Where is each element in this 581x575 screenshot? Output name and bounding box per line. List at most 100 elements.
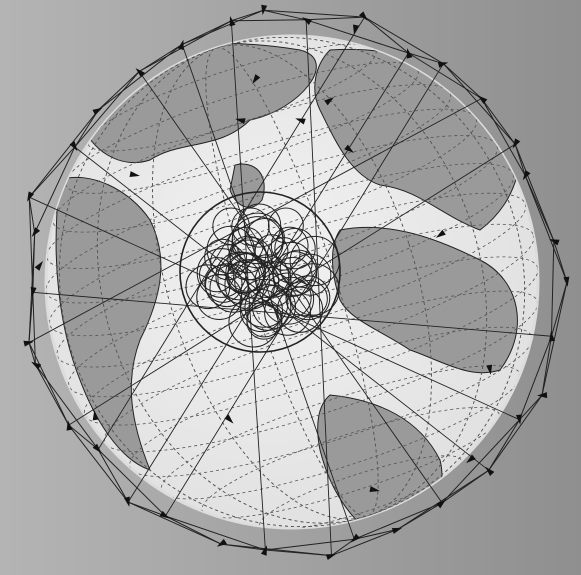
parallel <box>48 163 515 337</box>
satellite <box>216 538 227 547</box>
link <box>488 419 520 471</box>
satellite <box>406 48 413 59</box>
parallel <box>87 43 377 152</box>
plane-track <box>181 44 355 540</box>
link <box>305 19 409 54</box>
satellite <box>477 95 488 104</box>
beam <box>290 279 328 318</box>
satellite <box>66 420 73 431</box>
satellite <box>301 17 312 25</box>
plane-track <box>32 291 552 337</box>
link <box>408 52 482 99</box>
satellite <box>92 107 103 116</box>
beam <box>270 226 309 265</box>
satellite <box>295 118 306 125</box>
satellite <box>344 144 354 154</box>
link <box>28 342 36 365</box>
orbit-links <box>28 9 568 557</box>
land <box>229 163 265 208</box>
satellite <box>485 466 495 476</box>
plane-track <box>74 146 490 471</box>
link <box>97 449 129 503</box>
link <box>231 9 264 22</box>
beam <box>267 207 304 244</box>
satellite <box>437 61 449 68</box>
beam <box>289 235 340 287</box>
satellite <box>549 331 556 342</box>
satellite <box>31 361 42 370</box>
beam <box>244 284 292 331</box>
satellite <box>261 4 268 16</box>
satellite <box>27 191 35 202</box>
link <box>364 16 409 54</box>
satellite <box>563 276 570 287</box>
land-masses <box>55 42 521 528</box>
link <box>127 501 166 517</box>
beam <box>185 264 231 310</box>
link <box>550 240 555 337</box>
satellite <box>352 24 359 35</box>
meridian <box>152 44 432 520</box>
plane-track <box>68 143 516 426</box>
link <box>354 528 398 540</box>
link <box>68 424 99 450</box>
plane-track <box>127 52 409 503</box>
link <box>28 197 36 234</box>
satellite <box>252 74 261 85</box>
parallel <box>46 108 478 269</box>
satellite <box>34 260 43 271</box>
link <box>181 9 264 45</box>
satellite <box>92 410 99 421</box>
satellite <box>391 527 403 534</box>
satellite <box>436 499 446 509</box>
link <box>331 538 355 556</box>
satellite <box>522 170 531 181</box>
satellite <box>369 486 380 492</box>
link <box>32 232 36 293</box>
satellite <box>23 340 34 347</box>
satellite <box>135 68 145 78</box>
beam <box>274 227 316 270</box>
satellite <box>129 171 140 178</box>
link <box>28 197 34 293</box>
parallel <box>201 407 500 519</box>
beam <box>225 253 266 294</box>
satellite <box>325 553 337 561</box>
link <box>306 16 365 21</box>
link <box>364 16 444 65</box>
beam <box>258 273 292 307</box>
link <box>28 109 99 198</box>
beam <box>212 207 250 246</box>
link <box>481 98 516 145</box>
link <box>165 515 266 551</box>
link <box>488 395 543 471</box>
satellite <box>177 39 184 51</box>
beam <box>231 207 270 246</box>
plane-track <box>230 20 266 551</box>
link <box>97 449 166 517</box>
satellite <box>224 414 234 424</box>
link <box>265 538 355 551</box>
link <box>221 543 266 551</box>
satellite <box>69 141 78 152</box>
satellite <box>229 15 236 27</box>
link <box>397 502 443 530</box>
link <box>441 419 520 504</box>
parallel <box>259 455 462 528</box>
link <box>221 543 332 557</box>
satellite <box>512 138 521 149</box>
satellite <box>30 286 37 298</box>
link <box>354 502 443 540</box>
link <box>443 63 516 145</box>
satellite <box>358 11 368 21</box>
link <box>263 9 365 18</box>
meridian <box>205 47 379 517</box>
satellite <box>260 545 268 556</box>
parallel <box>129 326 533 477</box>
link <box>443 63 482 99</box>
link <box>524 175 568 283</box>
link <box>263 9 307 21</box>
